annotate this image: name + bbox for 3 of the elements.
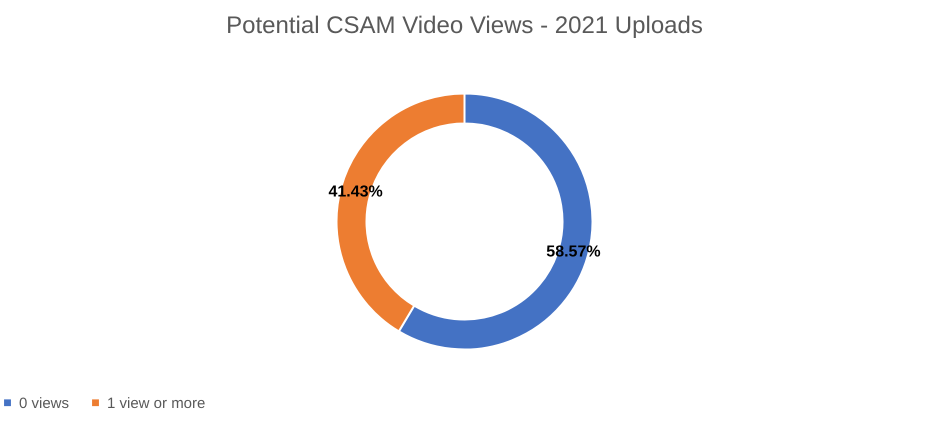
legend-label: 1 view or more — [107, 394, 206, 412]
chart-title: Potential CSAM Video Views - 2021 Uploads — [226, 12, 703, 39]
legend-label: 0 views — [19, 394, 70, 412]
